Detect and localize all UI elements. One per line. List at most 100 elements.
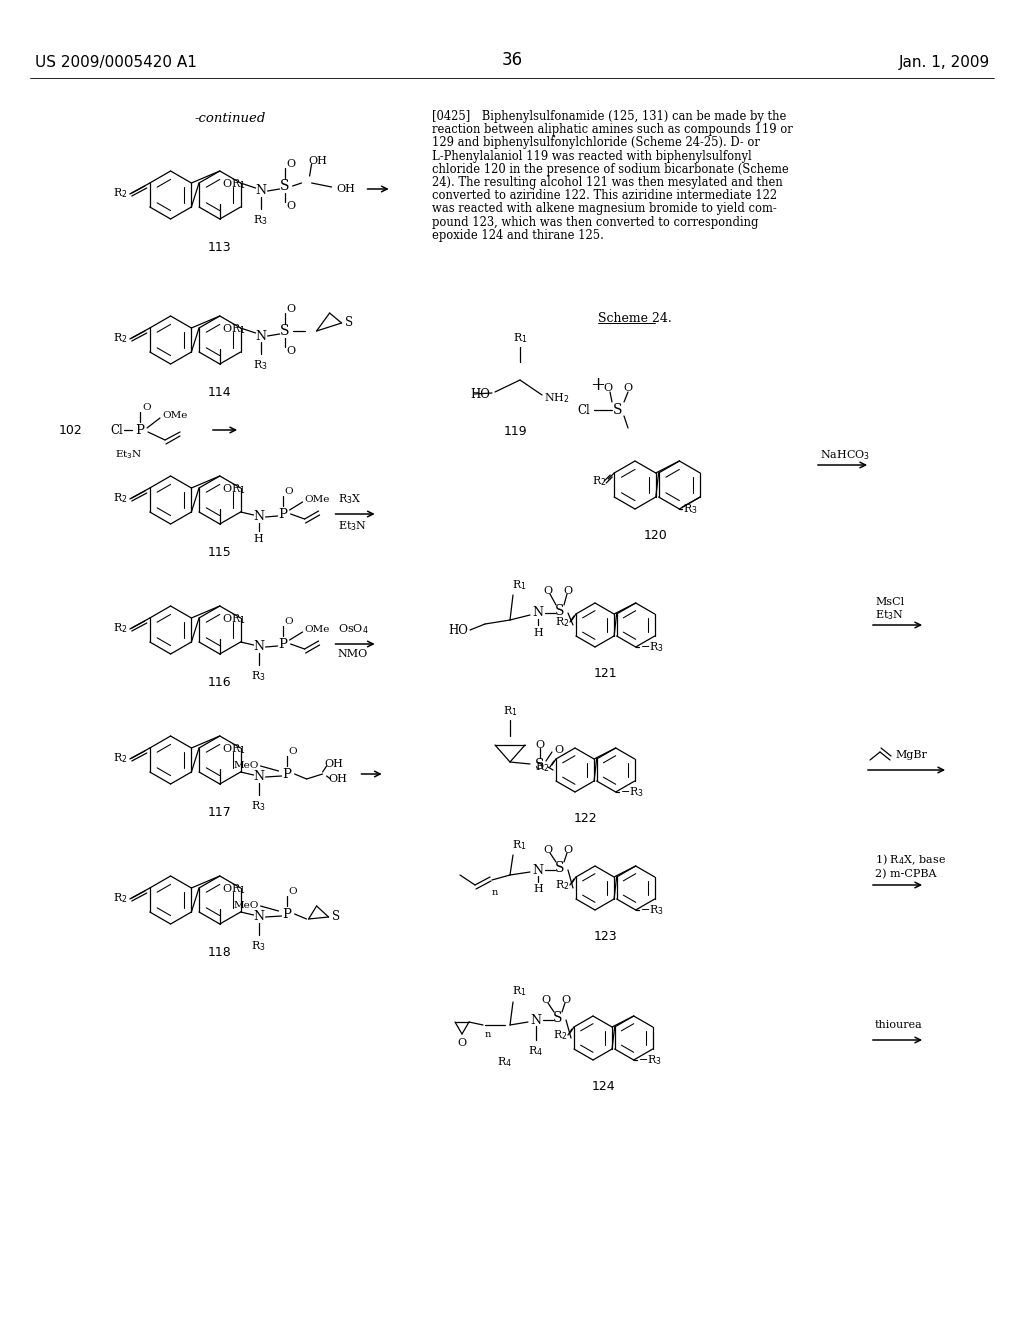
Text: R$_2$: R$_2$ — [553, 1028, 568, 1041]
Text: S: S — [613, 403, 623, 417]
Text: n: n — [485, 1030, 492, 1039]
Text: H: H — [534, 884, 543, 894]
Text: OR$_1$: OR$_1$ — [222, 177, 246, 191]
Text: O: O — [287, 304, 296, 314]
Text: O: O — [289, 747, 297, 756]
Text: O: O — [458, 1038, 467, 1048]
Text: N: N — [253, 640, 264, 653]
Text: $-$R$_3$: $-$R$_3$ — [620, 785, 644, 799]
Text: $-$R$_3$: $-$R$_3$ — [640, 903, 664, 917]
Text: 117: 117 — [208, 807, 231, 818]
Text: R$_1$: R$_1$ — [512, 838, 526, 851]
Text: S: S — [553, 1011, 563, 1026]
Text: L-Phenylalaniol 119 was reacted with biphenylsulfonyl: L-Phenylalaniol 119 was reacted with bip… — [432, 149, 752, 162]
Text: Et$_3$N: Et$_3$N — [874, 609, 904, 622]
Text: N: N — [532, 606, 544, 619]
Text: O: O — [536, 741, 545, 750]
Text: thiourea: thiourea — [874, 1020, 923, 1030]
Text: S: S — [332, 911, 340, 924]
Text: OR$_1$: OR$_1$ — [222, 612, 246, 626]
Text: R$_4$: R$_4$ — [528, 1044, 544, 1057]
Text: Et$_3$N: Et$_3$N — [115, 447, 142, 461]
Text: OH: OH — [325, 759, 343, 770]
Text: R$_3$: R$_3$ — [683, 502, 698, 516]
Text: 116: 116 — [208, 676, 231, 689]
Text: O: O — [544, 845, 553, 855]
Text: O: O — [563, 586, 572, 597]
Text: 118: 118 — [208, 946, 231, 960]
Text: P: P — [282, 908, 291, 920]
Text: O: O — [561, 995, 570, 1005]
Text: S: S — [345, 317, 352, 330]
Text: O: O — [285, 487, 293, 496]
Text: 114: 114 — [208, 385, 231, 399]
Text: O: O — [285, 618, 293, 627]
Text: S: S — [536, 758, 545, 772]
Text: N: N — [253, 771, 264, 784]
Text: [0425] Biphenylsulfonamide (125, 131) can be made by the: [0425] Biphenylsulfonamide (125, 131) ca… — [432, 110, 786, 123]
Text: R$_3$: R$_3$ — [253, 358, 268, 372]
Text: Jan. 1, 2009: Jan. 1, 2009 — [899, 55, 990, 70]
Text: S: S — [555, 605, 565, 618]
Text: 122: 122 — [573, 812, 597, 825]
Text: O: O — [554, 744, 563, 755]
Text: 115: 115 — [208, 546, 231, 558]
Text: R$_2$: R$_2$ — [114, 331, 128, 345]
Text: O: O — [287, 346, 296, 356]
Text: reaction between aliphatic amines such as compounds 119 or: reaction between aliphatic amines such a… — [432, 123, 793, 136]
Text: O: O — [287, 201, 296, 211]
Text: P: P — [282, 767, 291, 780]
Text: NMO: NMO — [338, 649, 368, 659]
Text: was reacted with alkene magnesium bromide to yield com-: was reacted with alkene magnesium bromid… — [432, 202, 777, 215]
Text: 124: 124 — [591, 1080, 614, 1093]
Text: $-$R$_3$: $-$R$_3$ — [640, 640, 664, 653]
Text: O: O — [563, 845, 572, 855]
Text: pound 123, which was then converted to corresponding: pound 123, which was then converted to c… — [432, 215, 759, 228]
Text: OH: OH — [337, 183, 355, 194]
Text: Scheme 24.: Scheme 24. — [598, 312, 672, 325]
Text: -continued: -continued — [195, 112, 266, 125]
Text: OsO$_4$: OsO$_4$ — [338, 622, 369, 636]
Text: R$_3$: R$_3$ — [251, 669, 266, 682]
Text: 2) m-CPBA: 2) m-CPBA — [874, 869, 937, 879]
Text: P: P — [279, 507, 287, 520]
Text: chloride 120 in the presence of sodium bicarbonate (Scheme: chloride 120 in the presence of sodium b… — [432, 162, 788, 176]
Text: n: n — [492, 888, 499, 898]
Text: R$_3$: R$_3$ — [253, 213, 268, 227]
Text: R$_2$: R$_2$ — [114, 751, 128, 764]
Text: R$_2$: R$_2$ — [114, 622, 128, 635]
Text: R$_2$: R$_2$ — [114, 186, 128, 199]
Text: OR$_1$: OR$_1$ — [222, 482, 246, 496]
Text: R$_2$: R$_2$ — [114, 891, 128, 906]
Text: O: O — [544, 586, 553, 597]
Text: R$_2$: R$_2$ — [592, 474, 606, 488]
Text: converted to aziridine 122. This aziridine intermediate 122: converted to aziridine 122. This aziridi… — [432, 189, 777, 202]
Text: N: N — [253, 511, 264, 524]
Text: 129 and biphenylsulfonylchloride (Scheme 24-25). D- or: 129 and biphenylsulfonylchloride (Scheme… — [432, 136, 760, 149]
Text: O: O — [624, 383, 633, 393]
Text: H: H — [254, 535, 263, 544]
Text: N: N — [530, 1014, 542, 1027]
Text: $-$R$_3$: $-$R$_3$ — [638, 1053, 662, 1067]
Text: O: O — [289, 887, 297, 896]
Text: +: + — [591, 376, 605, 393]
Text: MgBr: MgBr — [895, 750, 927, 760]
Text: 1) R$_4$X, base: 1) R$_4$X, base — [874, 853, 946, 867]
Text: N: N — [253, 911, 264, 924]
Text: N: N — [255, 185, 266, 198]
Text: R$_1$: R$_1$ — [503, 704, 517, 718]
Text: 121: 121 — [593, 667, 616, 680]
Text: 24). The resulting alcohol 121 was then mesylated and then: 24). The resulting alcohol 121 was then … — [432, 176, 782, 189]
Text: R$_2$: R$_2$ — [536, 760, 550, 774]
Text: S: S — [555, 861, 565, 875]
Text: R$_2$: R$_2$ — [555, 878, 570, 892]
Text: HO: HO — [470, 388, 489, 400]
Text: OR$_1$: OR$_1$ — [222, 322, 246, 337]
Text: N: N — [532, 863, 544, 876]
Text: R$_1$: R$_1$ — [512, 578, 526, 591]
Text: OMe: OMe — [304, 495, 330, 504]
Text: R$_4$: R$_4$ — [498, 1055, 513, 1069]
Text: OH: OH — [308, 156, 328, 166]
Text: 120: 120 — [643, 529, 668, 543]
Text: O: O — [603, 383, 612, 393]
